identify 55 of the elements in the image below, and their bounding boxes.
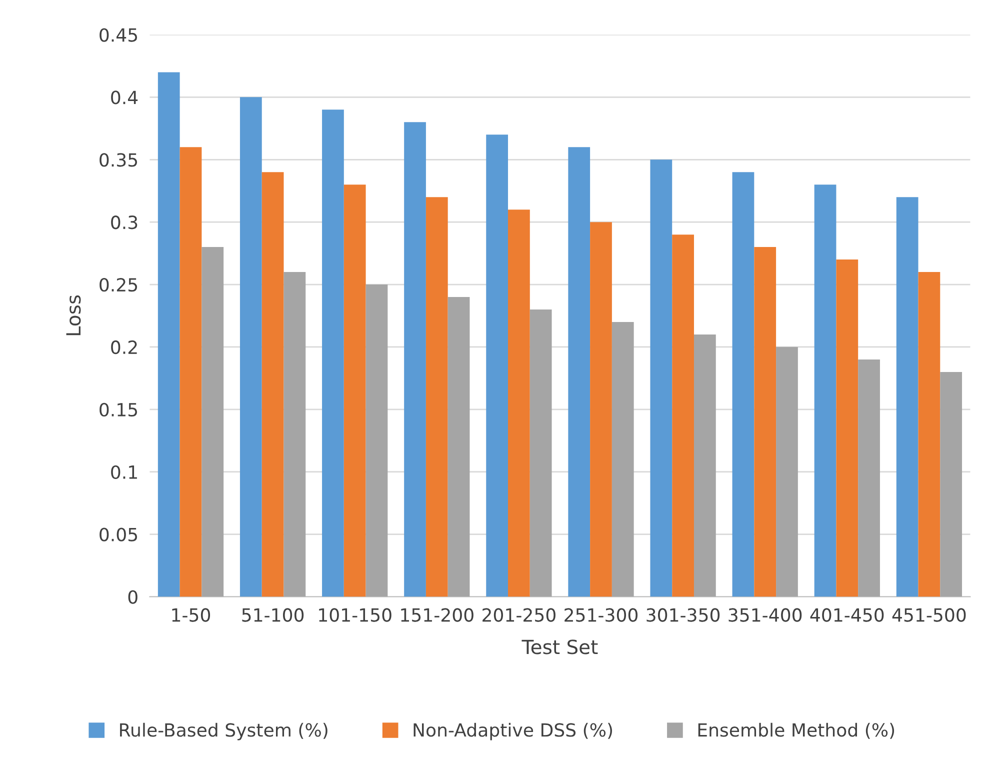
bar (612, 322, 634, 597)
bar (530, 310, 552, 597)
x-tick-label: 251-300 (564, 608, 638, 622)
bar (448, 297, 470, 597)
y-tick-label: 0.25 (100, 278, 138, 292)
bar (732, 172, 754, 597)
bar (814, 184, 836, 597)
bar (918, 272, 940, 597)
bar (344, 184, 366, 597)
bar (322, 110, 344, 597)
bar (404, 122, 426, 597)
bar (858, 359, 880, 597)
x-tick-label: 451-500 (892, 608, 966, 622)
legend-label: Non-Adaptive DSS (%) (414, 722, 612, 740)
y-tick-label: 0.2 (111, 340, 137, 354)
x-tick-label: 351-400 (728, 608, 802, 622)
bar (262, 172, 284, 597)
x-tick-label: 401-450 (810, 608, 884, 622)
bar (650, 160, 672, 597)
x-axis-title: Test Set (522, 640, 598, 654)
y-tick-label: 0.1 (111, 465, 137, 479)
y-tick-label: 0.45 (100, 28, 138, 42)
y-tick-label: 0.35 (100, 153, 138, 167)
bar (366, 284, 388, 597)
bar (202, 247, 224, 597)
y-tick-label: 0.3 (111, 216, 138, 230)
bar (158, 72, 180, 597)
bar (486, 134, 508, 597)
x-tick-label: 1-50 (172, 608, 210, 622)
x-tick-label: 101-150 (319, 608, 392, 622)
bar (836, 260, 858, 597)
bar (672, 234, 694, 597)
bar (776, 346, 798, 597)
bar (694, 334, 716, 597)
bar (284, 272, 306, 597)
bar (940, 372, 962, 597)
bar (180, 147, 202, 597)
x-tick-label: 51-100 (242, 608, 304, 622)
bar (426, 197, 448, 597)
legend-label: Ensemble Method (%) (698, 722, 894, 739)
x-tick-label: 151-200 (401, 608, 474, 622)
y-tick-label: 0.4 (111, 90, 138, 104)
x-tick-label: 201-250 (482, 608, 556, 622)
y-tick-label: 0.15 (100, 402, 138, 417)
bar (896, 197, 918, 597)
bar (590, 222, 612, 597)
legend-label: Rule-Based System (%) (120, 722, 328, 740)
bar (240, 97, 262, 597)
x-tick-label: 301-350 (646, 608, 720, 622)
y-axis-title: Loss (66, 295, 81, 336)
bar (508, 210, 530, 597)
bar (568, 147, 590, 597)
y-tick-label: 0 (128, 590, 138, 604)
bar (754, 247, 776, 597)
y-tick-label: 0.05 (100, 528, 138, 542)
